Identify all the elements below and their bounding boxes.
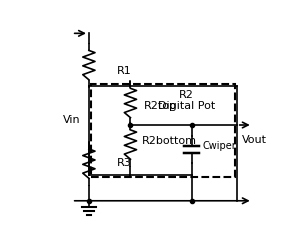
Text: R2
Digital Pot: R2 Digital Pot: [158, 90, 215, 111]
Text: R1: R1: [117, 66, 132, 76]
Text: R2top: R2top: [144, 101, 177, 111]
Text: Cwiper: Cwiper: [202, 141, 236, 151]
Text: Vin: Vin: [63, 115, 81, 125]
Text: Vout: Vout: [242, 135, 267, 145]
Bar: [91, 84, 235, 177]
Text: R3: R3: [117, 158, 132, 168]
Text: R2bottom: R2bottom: [141, 136, 196, 146]
